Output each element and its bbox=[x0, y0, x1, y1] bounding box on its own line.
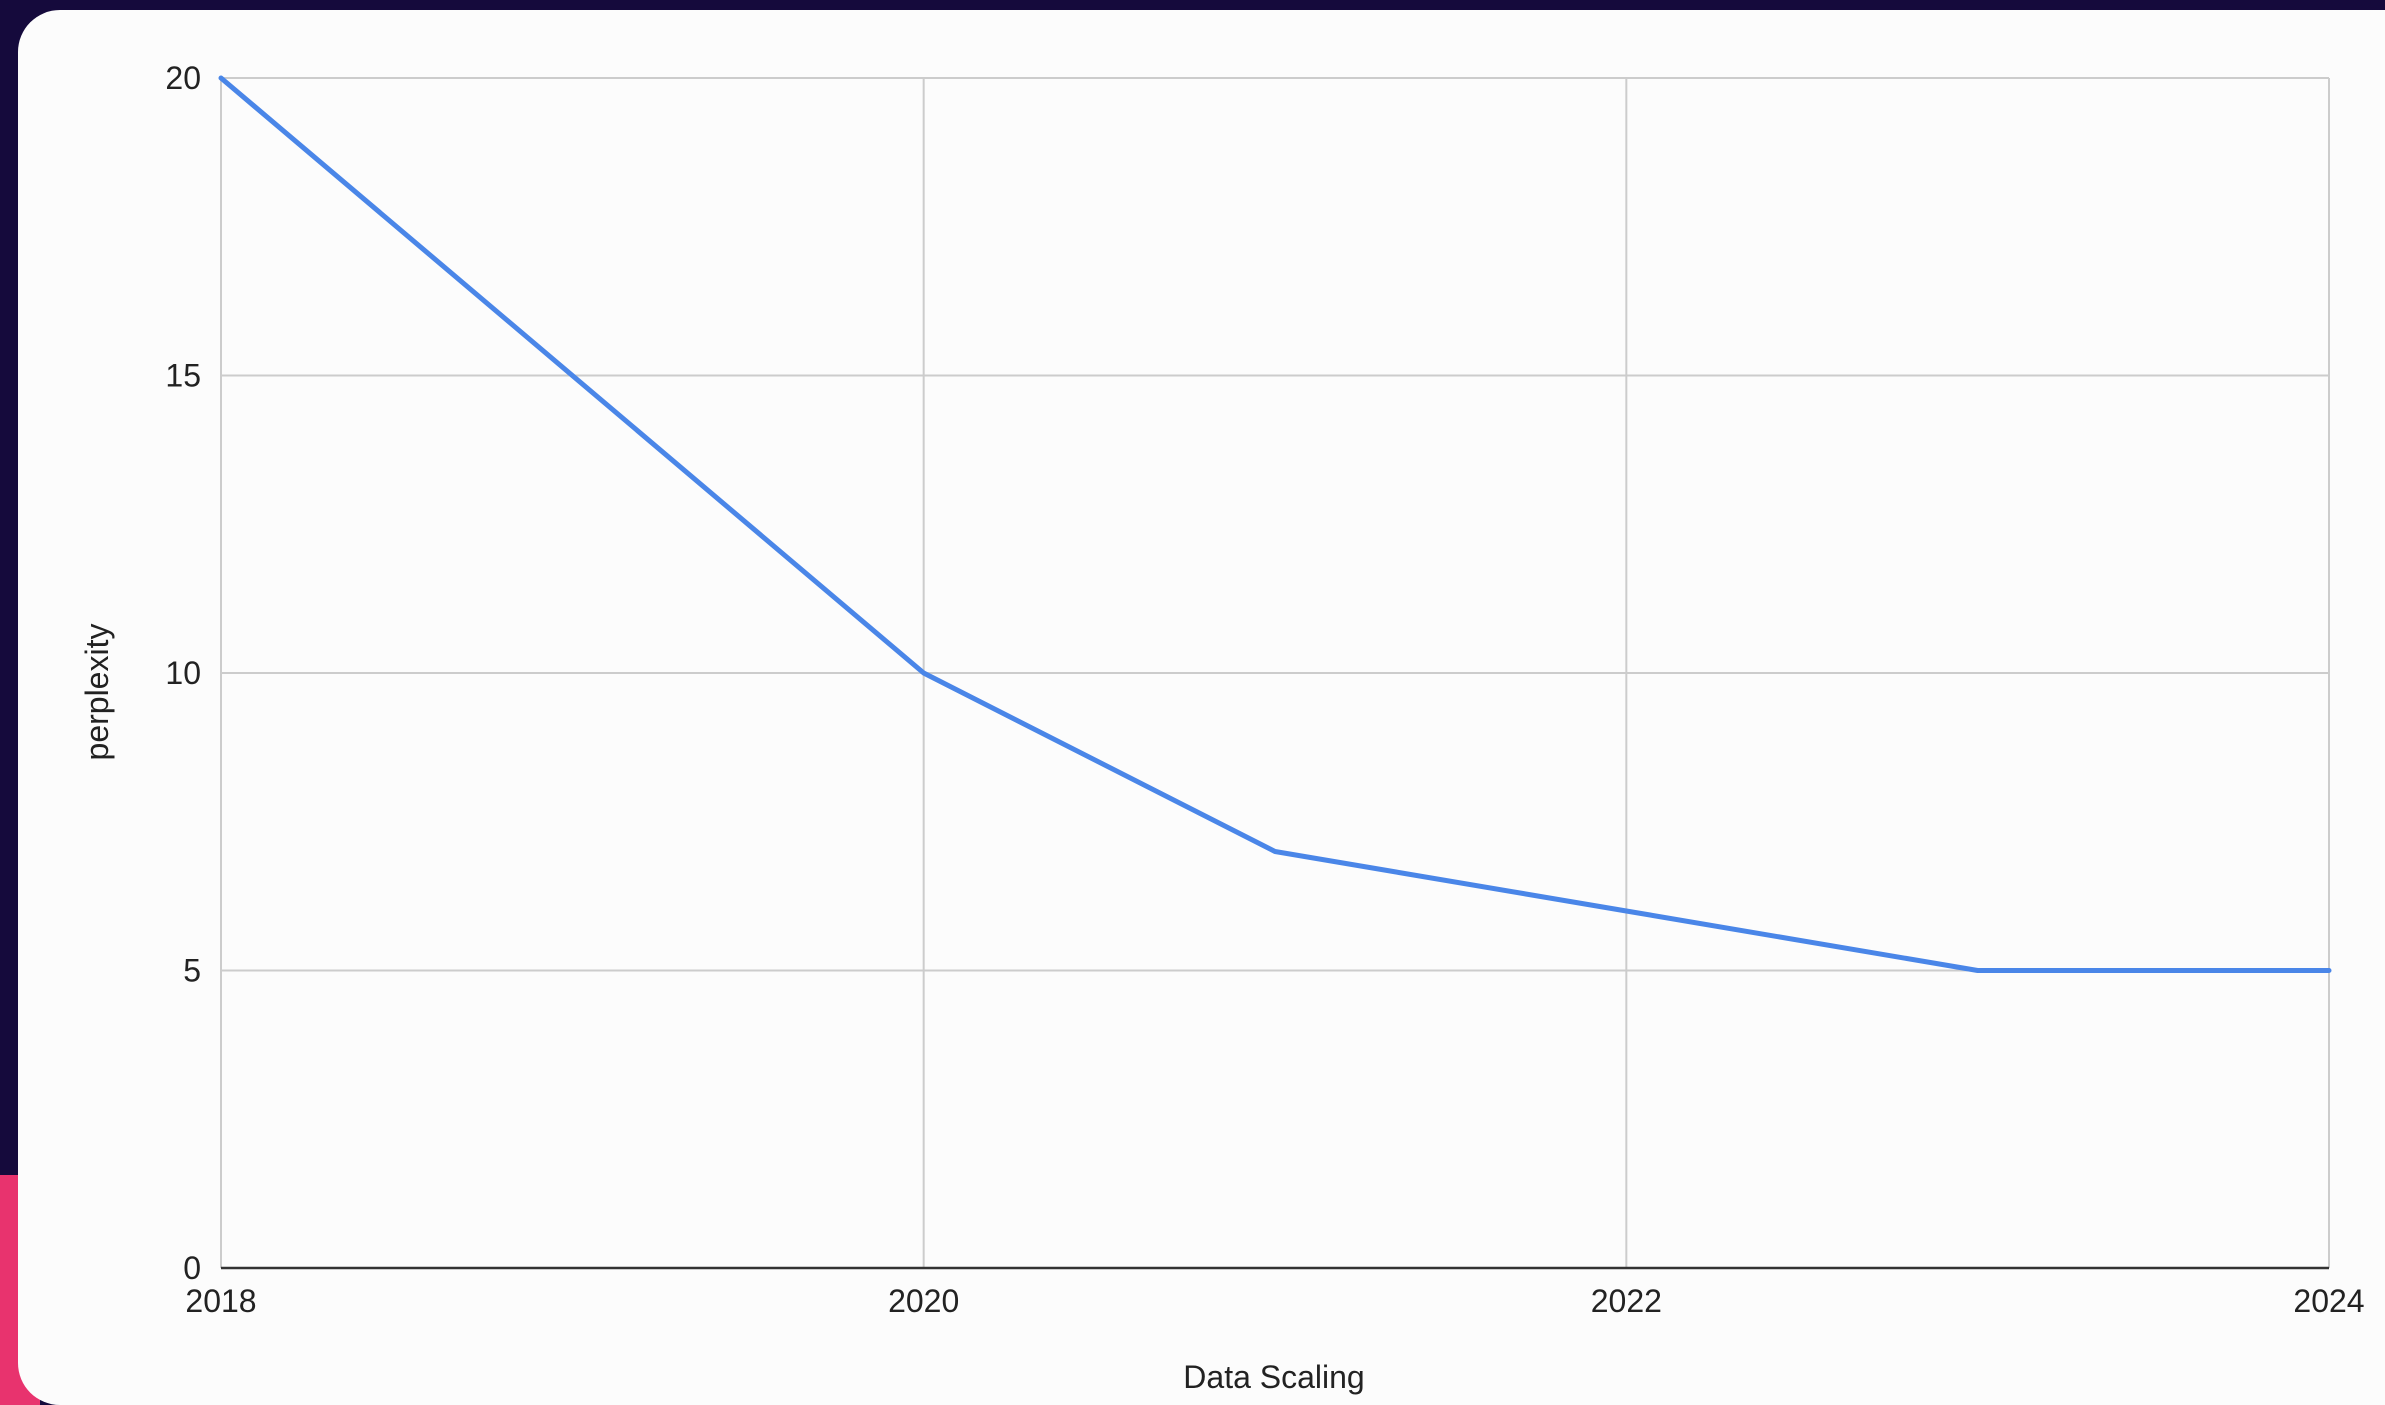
series-line bbox=[218, 75, 2332, 973]
y-tick-label: 5 bbox=[183, 953, 201, 989]
line-chart: 0 5 10 15 20 2018 2020 2022 2024 Data Scaling pe… bbox=[79, 60, 2365, 1395]
y-tick-label: 15 bbox=[165, 358, 201, 394]
series bbox=[218, 75, 2332, 973]
gridlines bbox=[221, 77, 2330, 1268]
x-axis-title: Data Scaling bbox=[1183, 1359, 1364, 1395]
x-tick-label: 2020 bbox=[888, 1283, 959, 1319]
x-tick-label: 2022 bbox=[1591, 1283, 1662, 1319]
y-tick-label: 10 bbox=[165, 655, 201, 691]
axes bbox=[220, 78, 2329, 1270]
x-tick-label: 2018 bbox=[185, 1283, 256, 1319]
tick-labels: 0 5 10 15 20 2018 2020 2022 2024 bbox=[165, 60, 2364, 1319]
chart-card: 0 5 10 15 20 2018 2020 2022 2024 Data Scaling pe… bbox=[18, 10, 2385, 1405]
y-axis-title: perplexity bbox=[79, 624, 115, 761]
y-tick-label: 20 bbox=[165, 60, 201, 96]
y-tick-label: 0 bbox=[183, 1250, 201, 1286]
x-tick-label: 2024 bbox=[2293, 1283, 2364, 1319]
